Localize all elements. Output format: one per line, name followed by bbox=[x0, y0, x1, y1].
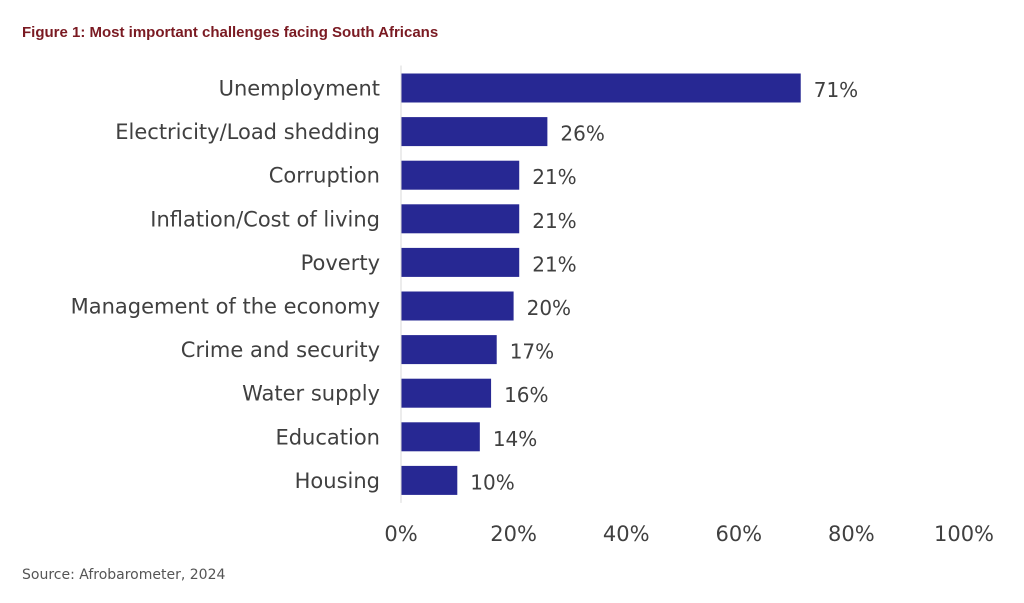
x-tick-label-group: 0% 20% 40% 60% 80% 100% bbox=[384, 522, 994, 546]
data-label: 21% bbox=[532, 252, 576, 276]
x-tick-label: 20% bbox=[490, 522, 537, 546]
bar bbox=[401, 204, 520, 234]
x-tick-label: 60% bbox=[715, 522, 762, 546]
bar bbox=[401, 422, 480, 452]
category-label: Education bbox=[275, 425, 380, 449]
category-label: Crime and security bbox=[181, 338, 380, 362]
data-label: 21% bbox=[532, 209, 576, 233]
bar bbox=[401, 335, 497, 365]
category-label: Corruption bbox=[269, 164, 380, 188]
x-tick-label: 80% bbox=[828, 522, 875, 546]
bar bbox=[401, 247, 520, 277]
x-tick-label: 0% bbox=[384, 522, 417, 546]
data-label: 10% bbox=[470, 470, 514, 494]
data-label: 71% bbox=[814, 78, 858, 102]
category-label: Unemployment bbox=[219, 77, 380, 101]
bar bbox=[401, 291, 514, 321]
data-label: 20% bbox=[527, 296, 571, 320]
bar bbox=[401, 117, 548, 147]
category-label: Water supply bbox=[242, 382, 380, 406]
bar bbox=[401, 465, 458, 495]
data-label: 21% bbox=[532, 165, 576, 189]
data-label-group: 71% 26% 21% 21% 21% 20% 17% 16% 14% 10% bbox=[470, 78, 858, 494]
data-label: 14% bbox=[493, 427, 537, 451]
category-label: Management of the economy bbox=[71, 295, 380, 319]
category-label: Electricity/Load shedding bbox=[115, 120, 380, 144]
data-label: 17% bbox=[510, 340, 554, 364]
bar bbox=[401, 73, 801, 103]
challenges-bar-chart: Unemployment Electricity/Load shedding Cor… bbox=[71, 65, 994, 546]
bar bbox=[401, 160, 520, 190]
category-label-group: Unemployment Electricity/Load shedding Cor… bbox=[71, 77, 380, 493]
x-tick-label: 40% bbox=[603, 522, 650, 546]
category-label: Poverty bbox=[301, 251, 380, 275]
category-label: Inflation/Cost of living bbox=[150, 207, 380, 231]
data-label: 16% bbox=[504, 383, 548, 407]
data-label: 26% bbox=[560, 122, 604, 146]
source-note: Source: Afrobarometer, 2024 bbox=[22, 567, 226, 583]
figure-title: Figure 1: Most important challenges faci… bbox=[22, 24, 439, 41]
bar-group bbox=[401, 73, 801, 495]
category-label: Housing bbox=[295, 469, 380, 493]
x-tick-label: 100% bbox=[934, 522, 994, 546]
bar bbox=[401, 378, 492, 408]
